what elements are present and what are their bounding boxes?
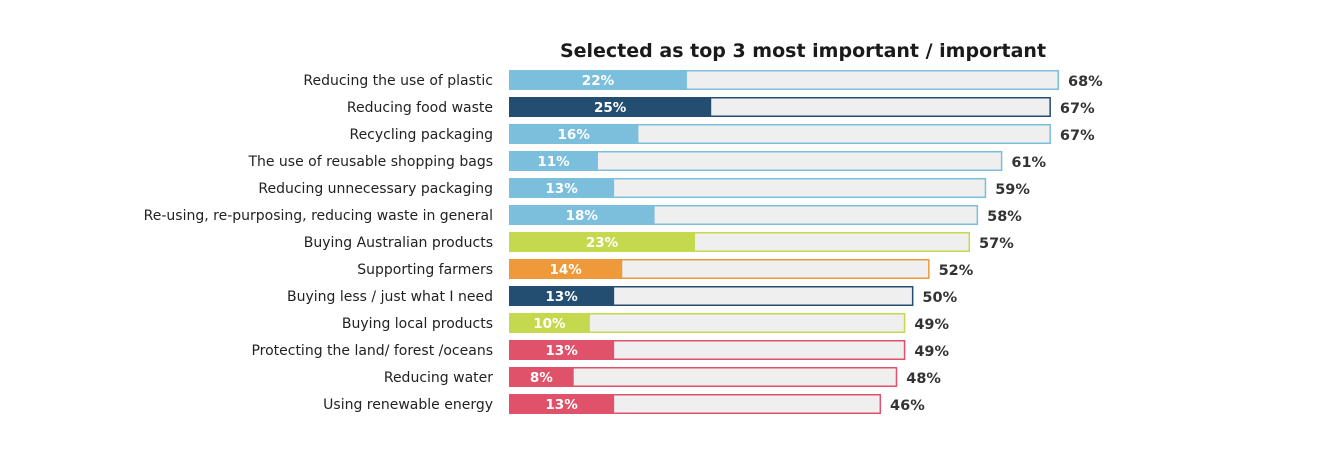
- category-label: Buying less / just what I need: [287, 289, 493, 305]
- total-value-label: 67%: [1060, 101, 1095, 117]
- total-value-label: 57%: [979, 236, 1014, 252]
- top3-value-label: 8%: [530, 370, 553, 386]
- total-value-label: 59%: [995, 182, 1030, 198]
- category-label: Re-using, re-purposing, reducing waste i…: [144, 208, 493, 224]
- top3-value-label: 14%: [549, 262, 582, 278]
- top3-bar: [509, 70, 687, 90]
- category-label: Supporting farmers: [357, 262, 493, 278]
- chart-title: Selected as top 3 most important / impor…: [560, 40, 1046, 62]
- top3-bar: [509, 151, 598, 171]
- top3-bar: [509, 286, 615, 306]
- top3-value-label: 13%: [545, 181, 578, 197]
- bars-group: Reducing the use of plastic 22% 68% Reducin…: [144, 70, 1103, 414]
- category-label: Using renewable energy: [323, 397, 493, 413]
- top3-value-label: 10%: [533, 316, 566, 332]
- top3-bar: [509, 124, 639, 144]
- top3-value-label: 25%: [594, 100, 627, 116]
- total-value-label: 52%: [939, 263, 974, 279]
- top3-value-label: 22%: [582, 73, 615, 89]
- top3-bar: [509, 205, 655, 225]
- top3-bar: [509, 232, 696, 252]
- total-value-label: 49%: [914, 344, 949, 360]
- top3-value-label: 13%: [545, 289, 578, 305]
- total-value-label: 50%: [922, 290, 957, 306]
- category-label: Recycling packaging: [349, 127, 493, 143]
- top3-value-label: 13%: [545, 343, 578, 359]
- top3-value-label: 13%: [545, 397, 578, 413]
- total-value-label: 49%: [914, 317, 949, 333]
- category-label: Reducing the use of plastic: [303, 73, 493, 89]
- category-label: Reducing unnecessary packaging: [258, 181, 493, 197]
- category-label: Reducing water: [384, 370, 493, 386]
- category-label: Protecting the land/ forest /oceans: [251, 343, 493, 359]
- total-value-label: 46%: [890, 398, 925, 414]
- top3-bar: [509, 340, 615, 360]
- top3-bar: [509, 259, 623, 279]
- category-label: Buying local products: [342, 316, 493, 332]
- top3-bar: [509, 97, 712, 117]
- top3-value-label: 18%: [566, 208, 599, 224]
- top3-bar: [509, 178, 615, 198]
- total-value-label: 48%: [906, 371, 941, 387]
- category-label: The use of reusable shopping bags: [247, 154, 493, 170]
- top3-bar: [509, 367, 574, 387]
- top3-value-label: 16%: [558, 127, 591, 143]
- category-label: Buying Australian products: [304, 235, 493, 251]
- top3-bar: [509, 313, 590, 333]
- total-value-label: 67%: [1060, 128, 1095, 144]
- total-value-label: 61%: [1011, 155, 1046, 171]
- top3-value-label: 11%: [537, 154, 570, 170]
- total-value-label: 68%: [1068, 74, 1103, 90]
- top3-value-label: 23%: [586, 235, 619, 251]
- category-label: Reducing food waste: [347, 100, 493, 116]
- top3-bar: [509, 394, 615, 414]
- total-value-label: 58%: [987, 209, 1022, 225]
